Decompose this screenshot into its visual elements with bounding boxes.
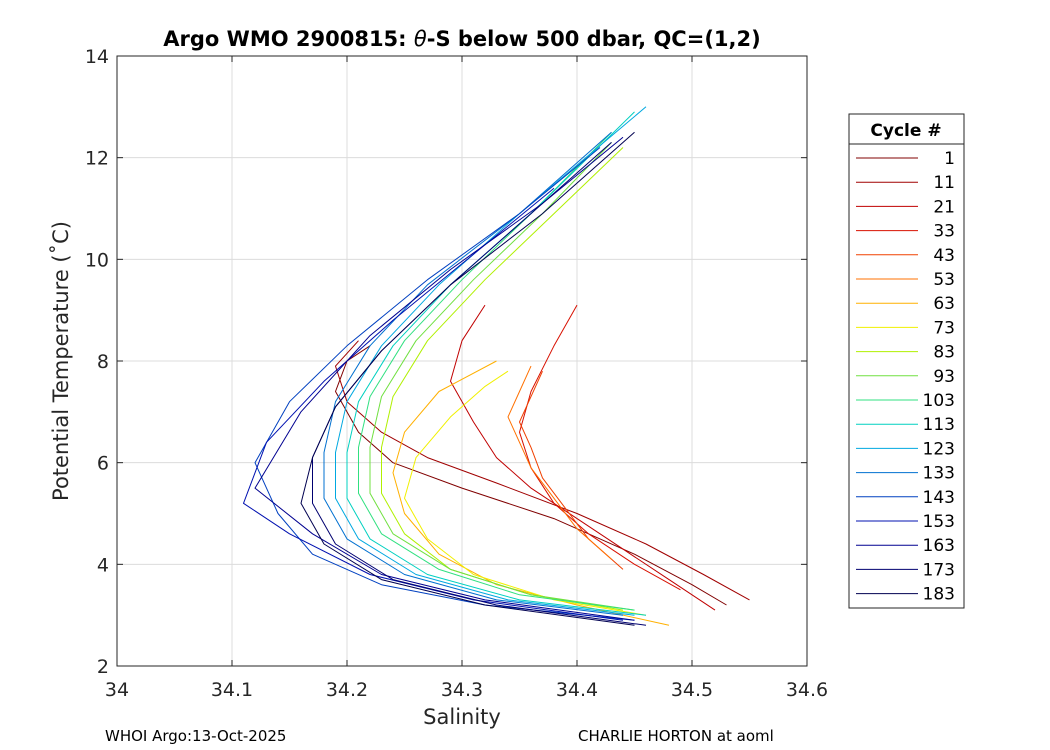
x-tick-label: 34 [105, 679, 129, 701]
legend-label-1: 1 [944, 149, 955, 169]
plot-clip [243, 106, 750, 626]
series-line-cycle-133 [323, 131, 624, 616]
series-line-cycle-143 [254, 147, 635, 621]
x-tick-label: 34.3 [441, 679, 483, 701]
legend-label-163: 163 [923, 536, 955, 556]
legend-label-133: 133 [923, 464, 955, 484]
legend-label-63: 63 [933, 294, 955, 314]
y-axis-ticks: 2 4 6 8 10 12 14 [85, 46, 807, 678]
x-tick-label: 34.6 [786, 679, 828, 701]
series-line-cycle-53 [507, 365, 612, 560]
series-line-cycle-183 [300, 131, 635, 626]
y-tick-label: 4 [97, 554, 109, 576]
y-tick-label: 2 [97, 656, 109, 678]
y-tick-label: 14 [85, 46, 109, 68]
y-tick-label: 6 [97, 453, 109, 475]
series-line-cycle-153 [243, 187, 624, 621]
legend-label-11: 11 [933, 173, 955, 193]
x-tick-label: 34.2 [326, 679, 368, 701]
series-line-cycle-93 [369, 142, 635, 611]
legend-label-183: 183 [923, 585, 955, 605]
chart-title-prefix: Argo WMO 2900815: [163, 27, 414, 51]
legend-label-113: 113 [923, 415, 955, 435]
x-tick-label: 34.5 [671, 679, 713, 701]
legend-label-73: 73 [933, 318, 955, 338]
legend-label-21: 21 [933, 197, 955, 217]
legend-label-53: 53 [933, 270, 955, 290]
x-tick-label: 34.1 [211, 679, 253, 701]
series-line-cycle-43 [519, 370, 624, 570]
series-group [243, 106, 750, 626]
chart-title-theta: θ [414, 27, 427, 51]
x-tick-label: 34.4 [556, 679, 598, 701]
legend-label-93: 93 [933, 367, 955, 387]
legend-title: Cycle # [870, 121, 941, 141]
series-line-cycle-73 [404, 370, 647, 616]
legend-label-143: 143 [923, 488, 955, 508]
chart-title: Argo WMO 2900815: θ-S below 500 dbar, QC… [163, 27, 760, 51]
legend-items: 1112133435363738393103113123133143153163… [856, 149, 955, 605]
legend-label-33: 33 [933, 222, 955, 242]
legend-box [848, 113, 965, 609]
series-line-cycle-11 [335, 340, 750, 601]
chart-title-suffix: -S below 500 dbar, QC=(1,2) [427, 27, 761, 51]
legend: Cycle # 11121334353637383931031131231331… [848, 113, 965, 609]
legend-label-173: 173 [923, 560, 955, 580]
legend-label-123: 123 [923, 439, 955, 459]
legend-label-83: 83 [933, 343, 955, 363]
y-tick-label: 12 [85, 148, 109, 170]
legend-label-153: 153 [923, 512, 955, 532]
y-tick-label: 8 [97, 351, 109, 373]
footer-left: WHOI Argo:13-Oct-2025 [105, 727, 286, 745]
series-line-cycle-21 [450, 304, 716, 611]
x-axis-ticks: 34 34.1 34.2 34.3 34.4 34.5 34.6 [105, 56, 828, 701]
series-line-cycle-1 [335, 345, 727, 606]
x-axis-label: Salinity [423, 705, 501, 729]
y-axis-label: Potential Temperature (˚C) [49, 221, 73, 501]
y-tick-label: 10 [85, 249, 109, 271]
legend-label-43: 43 [933, 246, 955, 266]
footer-right: CHARLIE HORTON at aoml [578, 727, 774, 745]
series-line-cycle-163 [254, 136, 635, 621]
legend-label-103: 103 [923, 391, 955, 411]
